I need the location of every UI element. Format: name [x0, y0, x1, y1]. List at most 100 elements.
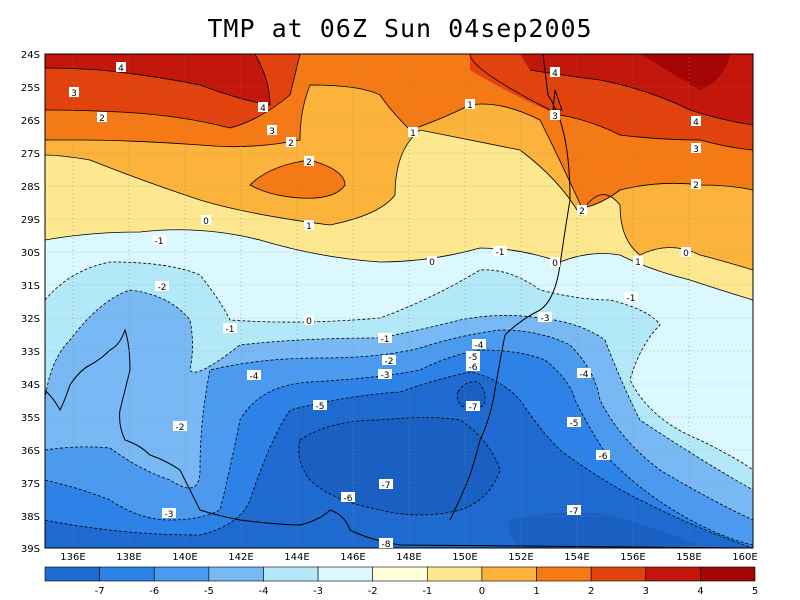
contour-label: 2 — [286, 137, 296, 149]
contour-label: -6 — [341, 492, 355, 504]
contour-label: 0 — [681, 247, 691, 259]
map-title: TMP at 06Z Sun 04sep2005 — [207, 14, 593, 43]
svg-text:-1: -1 — [226, 325, 235, 335]
lat-label: 29S — [21, 215, 40, 226]
contour-label: -3 — [538, 312, 552, 324]
svg-text:2: 2 — [693, 181, 699, 191]
colorbar-swatch — [317, 566, 373, 582]
lat-label: 28S — [21, 182, 40, 193]
svg-text:0: 0 — [429, 258, 435, 268]
contour-label: -7 — [567, 505, 581, 517]
colorbar-swatch — [590, 566, 647, 582]
filled-temperature-field — [45, 54, 753, 548]
contour-label: -2 — [155, 281, 169, 293]
contour-label: -3 — [162, 508, 176, 520]
contour-label: 0 — [550, 257, 560, 269]
lat-label: 34S — [21, 380, 40, 391]
svg-text:-8: -8 — [382, 540, 391, 550]
contour-label: 3 — [69, 87, 79, 99]
colorbar-swatch — [208, 566, 264, 582]
colorbar-swatch — [427, 566, 483, 582]
lat-label: 25S — [21, 83, 40, 94]
svg-text:-2: -2 — [176, 423, 185, 433]
contour-label: -4 — [247, 370, 261, 382]
contour-label: 3 — [267, 125, 277, 137]
svg-text:-1: -1 — [627, 294, 636, 304]
contour-label: 0 — [427, 256, 437, 268]
colorbar-label: -7 — [95, 586, 105, 597]
map-frame — [44, 53, 754, 549]
colorbar-swatch — [700, 566, 756, 582]
lon-label: 148E — [396, 552, 421, 563]
svg-text:1: 1 — [635, 258, 641, 268]
contour-label: 2 — [691, 179, 701, 191]
lat-label: 30S — [21, 248, 40, 259]
contour-label: -6 — [466, 361, 480, 373]
svg-text:3: 3 — [552, 112, 558, 122]
contour-value-labels: 4 3 2 4 3 2 2 1 0 1 -1 0 -1 0 -2 -1 0 -3… — [69, 62, 701, 550]
contour-label: -1 — [493, 246, 507, 258]
contour-label: 0 — [201, 215, 211, 227]
lat-label: 33S — [21, 347, 40, 358]
lon-label: 160E — [732, 552, 757, 563]
svg-text:0: 0 — [552, 259, 558, 269]
contour-label: 1 — [465, 99, 475, 111]
svg-text:3: 3 — [269, 127, 275, 137]
colorbar-label: -2 — [368, 586, 378, 597]
colorbar-label: -6 — [149, 586, 159, 597]
contour-label: 1 — [304, 220, 314, 232]
svg-text:-6: -6 — [469, 363, 478, 373]
svg-text:-3: -3 — [165, 510, 174, 520]
contour-label: -1 — [624, 292, 638, 304]
lat-label: 27S — [21, 149, 40, 160]
lat-label: 38S — [21, 512, 40, 523]
svg-text:2: 2 — [306, 158, 312, 168]
contour-label: 3 — [550, 110, 560, 122]
contour-label: -3 — [378, 369, 392, 381]
svg-text:2: 2 — [288, 139, 294, 149]
contour-label: -2 — [382, 355, 396, 367]
lon-label: 142E — [228, 552, 253, 563]
lon-label: 158E — [676, 552, 701, 563]
lon-label: 154E — [564, 552, 589, 563]
svg-text:3: 3 — [693, 145, 699, 155]
lat-label: 26S — [21, 116, 40, 127]
contour-label: -2 — [173, 421, 187, 433]
colorbar-swatch — [99, 566, 155, 582]
lat-label: 37S — [21, 479, 40, 490]
contour-label: 4 — [691, 116, 701, 128]
colorbar-label: -3 — [313, 586, 323, 597]
contour-label: -5 — [466, 351, 480, 363]
colorbar-swatch — [263, 566, 319, 582]
contour-label: -7 — [379, 479, 393, 491]
contour-label: 1 — [408, 127, 418, 139]
svg-text:4: 4 — [693, 118, 699, 128]
contour-label: -1 — [378, 333, 392, 345]
contour-label: 2 — [577, 205, 587, 217]
colorbar-swatch — [44, 566, 100, 582]
svg-text:4: 4 — [260, 104, 266, 114]
svg-text:0: 0 — [683, 249, 689, 259]
colorbar-label: 2 — [588, 586, 594, 597]
svg-text:0: 0 — [203, 217, 209, 227]
contour-label: 0 — [304, 315, 314, 327]
svg-text:2: 2 — [99, 114, 105, 124]
lon-label: 150E — [452, 552, 477, 563]
svg-text:4: 4 — [118, 64, 124, 74]
lat-label: 31S — [21, 281, 40, 292]
colorbar-label: 5 — [752, 586, 758, 597]
contour-label: -4 — [577, 368, 591, 380]
lat-label: 39S — [21, 544, 40, 555]
svg-text:-3: -3 — [381, 371, 390, 381]
contour-label: 1 — [633, 256, 643, 268]
contour-label: -1 — [223, 323, 237, 335]
svg-text:-4: -4 — [475, 341, 484, 351]
contour-label: 2 — [304, 156, 314, 168]
longitude-axis: 136E 138E 140E 142E 144E 146E 148E 150E … — [60, 552, 757, 563]
svg-text:-1: -1 — [496, 248, 505, 258]
svg-text:0: 0 — [306, 317, 312, 327]
svg-text:-6: -6 — [599, 452, 608, 462]
svg-text:3: 3 — [71, 89, 77, 99]
svg-text:4: 4 — [552, 69, 558, 79]
